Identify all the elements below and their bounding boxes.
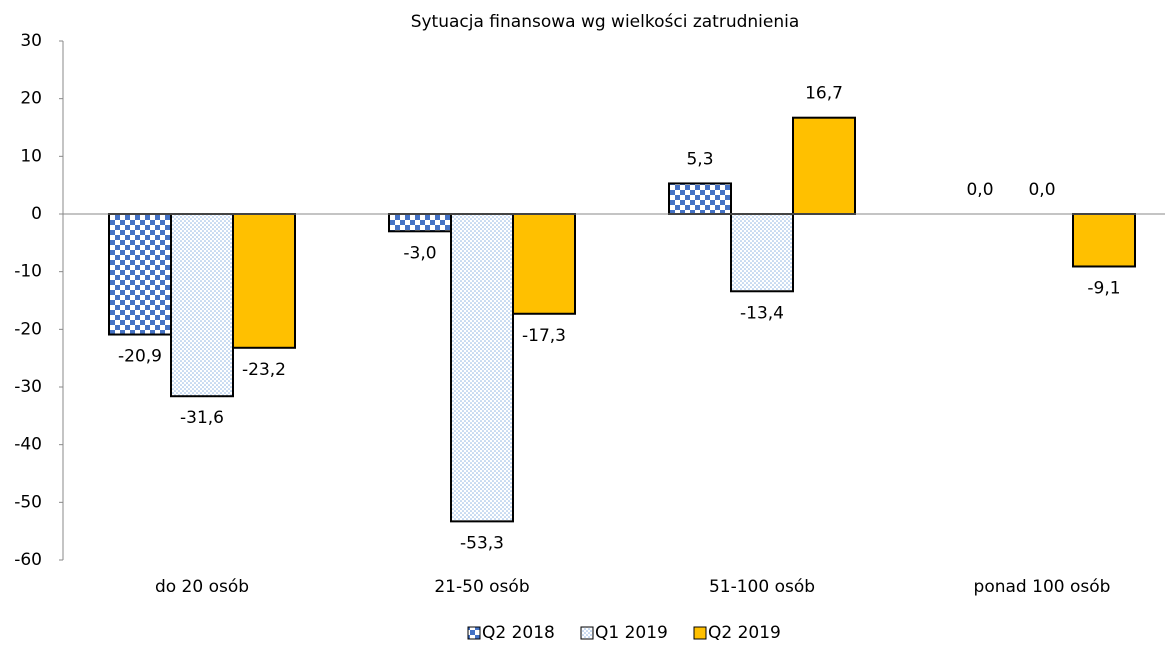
bar (388, 213, 452, 233)
bar (512, 213, 576, 315)
y-tick-label: -20 (14, 319, 42, 339)
value-label: 0,0 (1028, 180, 1055, 200)
y-tick-label: 0 (31, 204, 42, 224)
bar (170, 213, 234, 398)
y-tick-label: 10 (20, 146, 42, 166)
value-label: 5,3 (686, 149, 713, 169)
x-tick-label: ponad 100 osób (974, 577, 1111, 597)
legend-label: Q2 2018 (482, 623, 555, 643)
bar (1072, 213, 1136, 268)
value-label: -20,9 (118, 347, 162, 367)
legend-swatch (467, 626, 481, 640)
y-tick-label: 20 (20, 89, 42, 109)
y-tick-label: -60 (14, 550, 42, 570)
value-label: 0,0 (966, 180, 993, 200)
x-tick-label: 51-100 osób (709, 577, 815, 597)
chart-title: Sytuacja finansowa wg wielkości zatrudni… (411, 12, 800, 32)
y-tick-label: -10 (14, 262, 42, 282)
value-label: -53,3 (460, 533, 504, 553)
bar (450, 213, 514, 523)
bar (668, 182, 732, 215)
x-tick-label: 21-50 osób (434, 577, 529, 597)
x-tick-label: do 20 osób (155, 577, 249, 597)
value-label: -3,0 (403, 243, 436, 263)
legend-swatch (580, 626, 594, 640)
y-tick-label: -50 (14, 492, 42, 512)
y-tick-label: 30 (20, 31, 42, 51)
legend-label: Q2 2019 (708, 623, 781, 643)
bar (108, 213, 172, 336)
bar (730, 213, 794, 293)
value-label: -13,4 (740, 303, 784, 323)
bar (232, 213, 296, 349)
value-label: -9,1 (1087, 278, 1120, 298)
value-label: -17,3 (522, 326, 566, 346)
value-label: -31,6 (180, 408, 224, 428)
y-tick-label: -30 (14, 377, 42, 397)
y-tick-label: -40 (14, 435, 42, 455)
bar (792, 116, 856, 215)
value-label: 16,7 (805, 84, 843, 104)
value-label: -23,2 (242, 360, 286, 380)
legend-swatch (693, 626, 707, 640)
legend-label: Q1 2019 (595, 623, 668, 643)
